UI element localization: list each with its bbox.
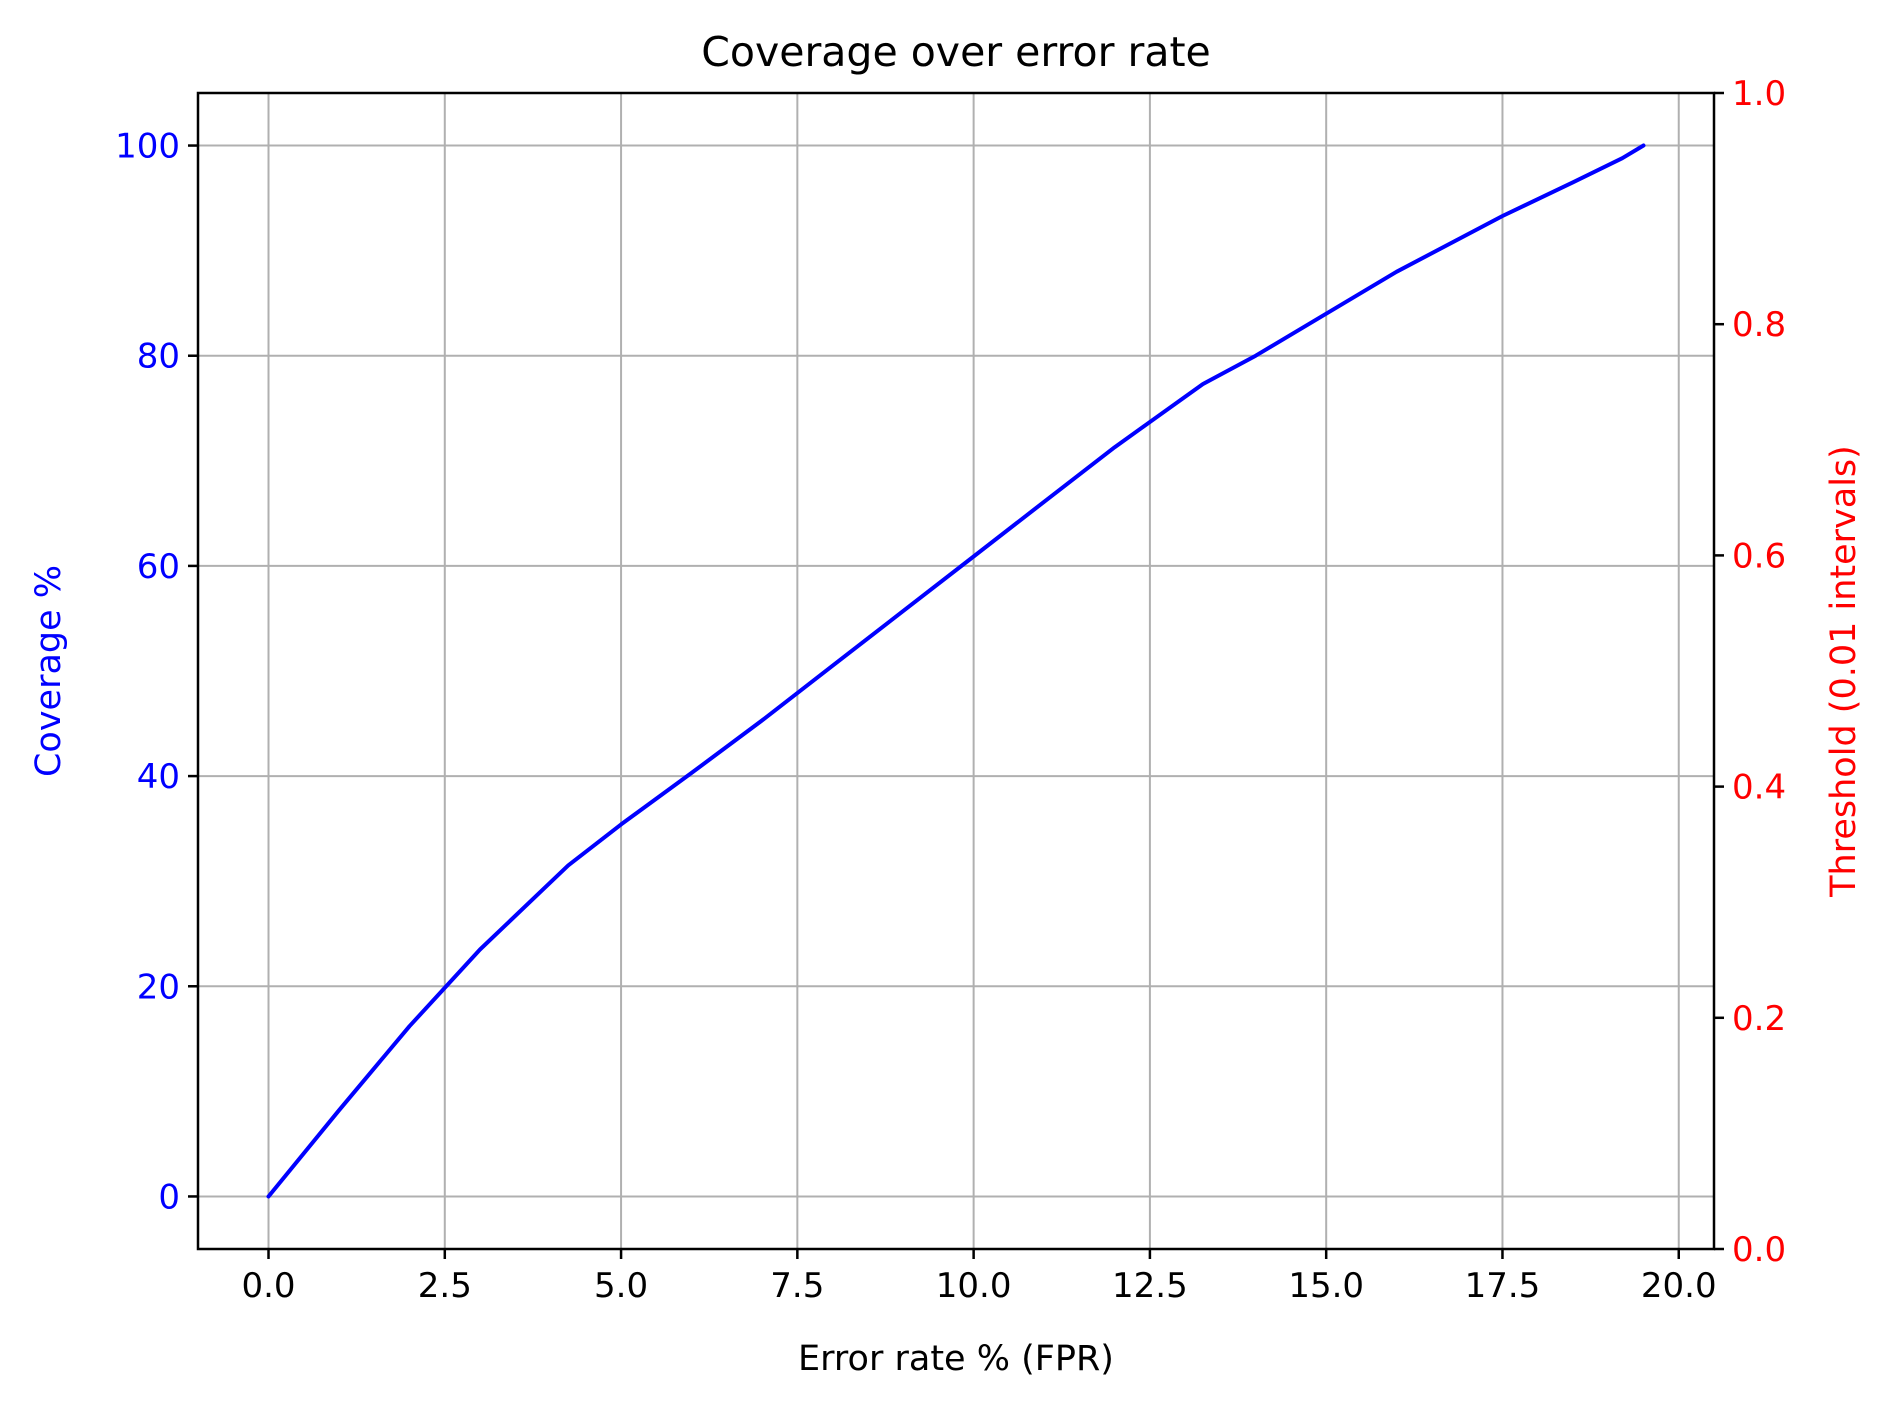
y2-tick-label: 0.6: [1732, 536, 1786, 576]
ticks: 0.0 2.5 5.0 7.5 10.0 12.5 15.0 17.5 20.0 0 20 40 60 8…: [115, 74, 1786, 1306]
x-axis-label: Error rate % (FPR): [798, 1339, 1114, 1379]
plot-frame: [196, 91, 1716, 1251]
y-tick-label: 100: [115, 127, 180, 167]
y2-tick-label: 0.2: [1732, 999, 1786, 1039]
x-tick-label: 12.5: [1112, 1266, 1188, 1306]
y-tick-label: 40: [137, 757, 180, 797]
x-tick-label: 15.0: [1288, 1266, 1364, 1306]
x-tick-label: 2.5: [418, 1266, 472, 1306]
grid: [198, 93, 1714, 1249]
y2-axis-label: Threshold (0.01 intervals): [1824, 445, 1864, 898]
x-tick-label: 5.0: [594, 1266, 648, 1306]
y2-tick-label: 1.0: [1732, 74, 1786, 114]
x-tick-label: 17.5: [1465, 1266, 1541, 1306]
y-tick-label: 20: [137, 967, 180, 1007]
y-tick-label: 0: [158, 1177, 180, 1217]
x-tick-label: 10.0: [936, 1266, 1012, 1306]
chart-title: Coverage over error rate: [701, 28, 1211, 76]
y2-tick-label: 0.4: [1732, 768, 1786, 808]
y-axis-label: Coverage %: [29, 565, 69, 777]
y-tick-label: 60: [137, 547, 180, 587]
x-tick-label: 0.0: [241, 1266, 295, 1306]
series-layer: [266, 143, 1646, 1199]
x-tick-label: 20.0: [1641, 1266, 1717, 1306]
y2-tick-label: 0.8: [1732, 305, 1786, 345]
y2-tick-label: 0.0: [1732, 1230, 1786, 1270]
x-tick-label: 7.5: [770, 1266, 824, 1306]
series-line: [266, 143, 1646, 1199]
y-tick-label: 80: [137, 337, 180, 377]
